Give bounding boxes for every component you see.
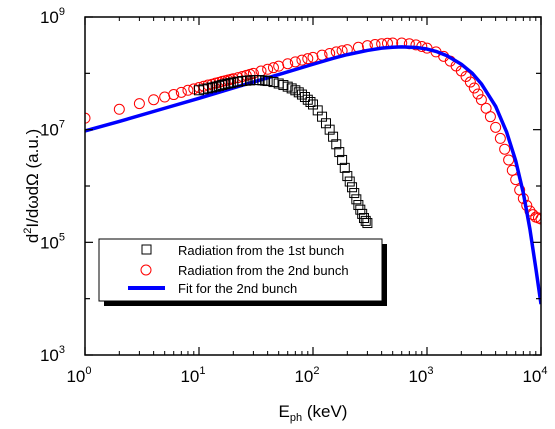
x-axis-label-rest: (keV)	[302, 402, 347, 421]
point-2nd-bunch	[535, 213, 541, 225]
point-2nd-bunch	[168, 89, 180, 101]
point-2nd-bunch	[464, 76, 476, 88]
y-axis-label-superscript: 2	[22, 228, 34, 234]
point-1st-bunch	[262, 76, 273, 87]
point-2nd-bunch	[262, 63, 274, 75]
point-2nd-bunch	[480, 102, 492, 114]
y-axis-label-d: d	[23, 234, 42, 243]
point-2nd-bunch	[302, 53, 314, 65]
point-1st-bunch	[282, 81, 293, 92]
y-tick-label: 105	[40, 231, 65, 252]
point-1st-bunch	[339, 162, 350, 173]
y-axis-label-rest: I/dωdΩ (a.u.)	[23, 129, 42, 228]
point-1st-bunch	[225, 78, 236, 89]
x-axis-label: Eph (keV)	[279, 402, 348, 424]
point-1st-bunch	[203, 83, 214, 94]
point-2nd-bunch	[148, 94, 160, 106]
legend-box	[98, 238, 383, 302]
point-2nd-bunch	[503, 154, 515, 166]
point-2nd-bunch	[133, 98, 145, 110]
legend-label-1st-bunch: Radiation from the 1st bunch	[178, 243, 344, 258]
legend-label-fit: Fit for the 2nd bunch	[178, 281, 297, 296]
point-1st-bunch	[362, 218, 373, 229]
x-tick-label: 101	[180, 365, 205, 386]
point-2nd-bunch	[175, 86, 187, 98]
legend-marker-circle	[140, 264, 152, 276]
point-2nd-bunch	[490, 121, 502, 133]
point-1st-bunch	[210, 81, 221, 92]
point-1st-bunch	[334, 147, 345, 158]
point-1st-bunch	[206, 82, 217, 93]
point-2nd-bunch	[460, 70, 472, 82]
point-2nd-bunch	[267, 62, 279, 74]
point-1st-bunch	[360, 215, 371, 226]
point-1st-bunch	[342, 171, 353, 182]
point-2nd-bunch	[113, 103, 125, 115]
point-2nd-bunch	[182, 84, 194, 96]
x-tick-label: 103	[408, 365, 433, 386]
point-1st-bunch	[331, 139, 342, 150]
point-1st-bunch	[337, 154, 348, 165]
y-axis-label: d2I/dωdΩ (a.u.)	[22, 129, 42, 243]
point-2nd-bunch	[289, 56, 301, 68]
legend: Radiation from the 1st bunch Radiation f…	[98, 238, 387, 306]
point-1st-bunch	[358, 213, 369, 224]
point-2nd-bunch	[159, 91, 171, 103]
series-group	[85, 37, 541, 305]
point-1st-bunch	[351, 194, 362, 205]
point-1st-bunch	[268, 77, 279, 88]
point-2nd-bunch	[499, 143, 511, 155]
x-axis-label-subscript: ph	[290, 412, 302, 424]
axis-tick-labels: 100 101 102 103 104 103 105 107 109	[40, 6, 548, 386]
point-2nd-bunch	[85, 112, 91, 124]
point-2nd-bunch	[472, 88, 484, 100]
point-1st-bunch	[347, 182, 358, 193]
point-1st-bunch	[320, 118, 331, 129]
y-tick-label: 109	[40, 6, 65, 27]
point-1st-bunch	[305, 96, 316, 107]
point-1st-bunch	[324, 124, 335, 135]
point-2nd-bunch	[475, 94, 487, 106]
series-layer	[85, 37, 541, 305]
legend-marker-square	[141, 244, 152, 255]
point-1st-bunch	[328, 131, 339, 142]
point-2nd-bunch	[494, 132, 506, 144]
point-2nd-bunch	[296, 54, 308, 66]
x-axis-label-base: E	[279, 402, 290, 421]
axis-ticks	[84, 16, 542, 356]
x-tick-label: 104	[522, 365, 547, 386]
point-1st-bunch	[344, 176, 355, 187]
point-1st-bunch	[220, 79, 231, 90]
point-2nd-bunch	[468, 82, 480, 94]
point-2nd-bunch	[410, 39, 422, 51]
point-1st-bunch	[286, 83, 297, 94]
y-tick-label: 103	[40, 344, 65, 365]
x-tick-label: 102	[294, 365, 319, 386]
point-2nd-bunch	[247, 67, 259, 79]
y-tick-label: 107	[40, 119, 65, 140]
point-2nd-bunch	[484, 111, 496, 123]
point-1st-bunch	[349, 188, 360, 199]
point-1st-bunch	[296, 89, 307, 100]
point-2nd-bunch	[282, 58, 294, 70]
x-tick-label: 100	[66, 365, 91, 386]
legend-label-2nd-bunch: Radiation from the 2nd bunch	[178, 263, 349, 278]
point-1st-bunch	[317, 111, 328, 122]
